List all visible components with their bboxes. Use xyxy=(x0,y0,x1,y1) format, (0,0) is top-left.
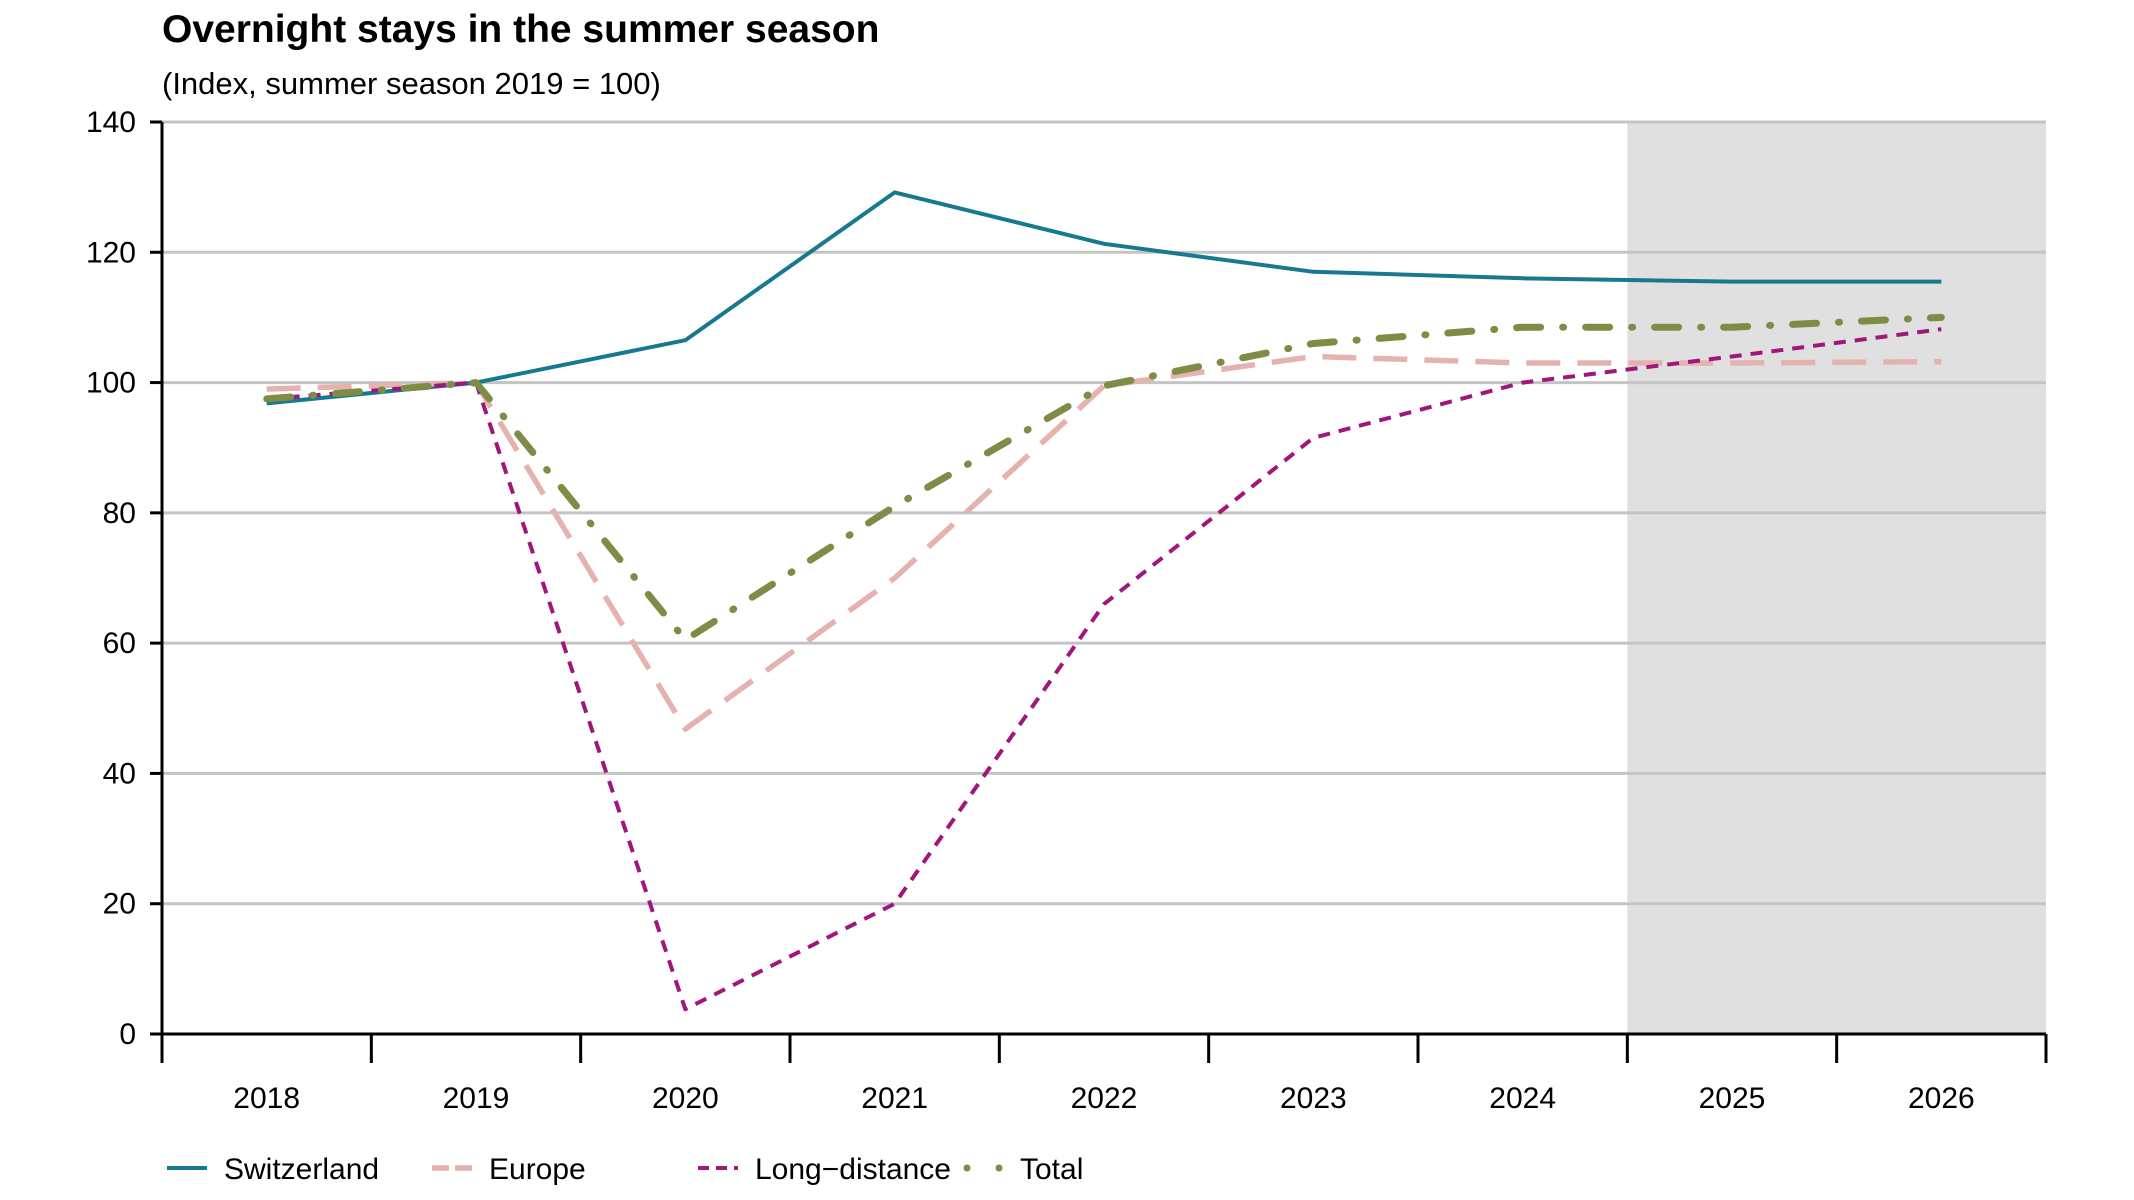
x-tick-label-2024: 2024 xyxy=(1489,1082,1556,1115)
y-tick-label-100: 100 xyxy=(86,367,136,400)
x-tick-label-2023: 2023 xyxy=(1280,1082,1347,1115)
x-tick-label-2021: 2021 xyxy=(861,1082,928,1115)
legend-item-europe: Europe xyxy=(432,1153,586,1186)
x-tick-label-2026: 2026 xyxy=(1908,1082,1975,1115)
legend-label: Long−distance xyxy=(755,1153,951,1186)
legend-item-long-distance: Long−distance xyxy=(698,1153,951,1186)
y-tick-label-20: 20 xyxy=(103,888,136,921)
legend-label: Total xyxy=(1020,1153,1083,1186)
legend-swatch-dot xyxy=(963,1164,971,1172)
series-line-europe xyxy=(266,353,1942,732)
legend-swatch-dot xyxy=(995,1164,1003,1172)
y-tick-label-40: 40 xyxy=(103,757,136,790)
x-tick-label-2020: 2020 xyxy=(652,1082,719,1115)
y-tick-label-140: 140 xyxy=(86,106,136,139)
chart-subtitle: (Index, summer season 2019 = 100) xyxy=(162,66,661,101)
x-tick-label-2022: 2022 xyxy=(1071,1082,1138,1115)
series-line-total xyxy=(263,313,1945,644)
y-tick-label-120: 120 xyxy=(86,236,136,269)
legend-label: Switzerland xyxy=(224,1153,379,1186)
y-tick-label-80: 80 xyxy=(103,497,136,530)
forecast-shaded-area xyxy=(1627,122,2046,1034)
y-tick-label-60: 60 xyxy=(103,627,136,660)
x-tick-label-2019: 2019 xyxy=(443,1082,510,1115)
series-line-long-distance xyxy=(266,327,1942,1012)
legend-item-total: Total xyxy=(963,1153,1083,1186)
y-tick-label-0: 0 xyxy=(119,1018,136,1051)
chart-title: Overnight stays in the summer season xyxy=(162,8,880,51)
series-line-switzerland xyxy=(266,190,1942,406)
legend-item-switzerland: Switzerland xyxy=(167,1153,379,1186)
x-tick-label-2025: 2025 xyxy=(1699,1082,1766,1115)
legend-label: Europe xyxy=(489,1153,586,1186)
x-tick-label-2018: 2018 xyxy=(233,1082,300,1115)
